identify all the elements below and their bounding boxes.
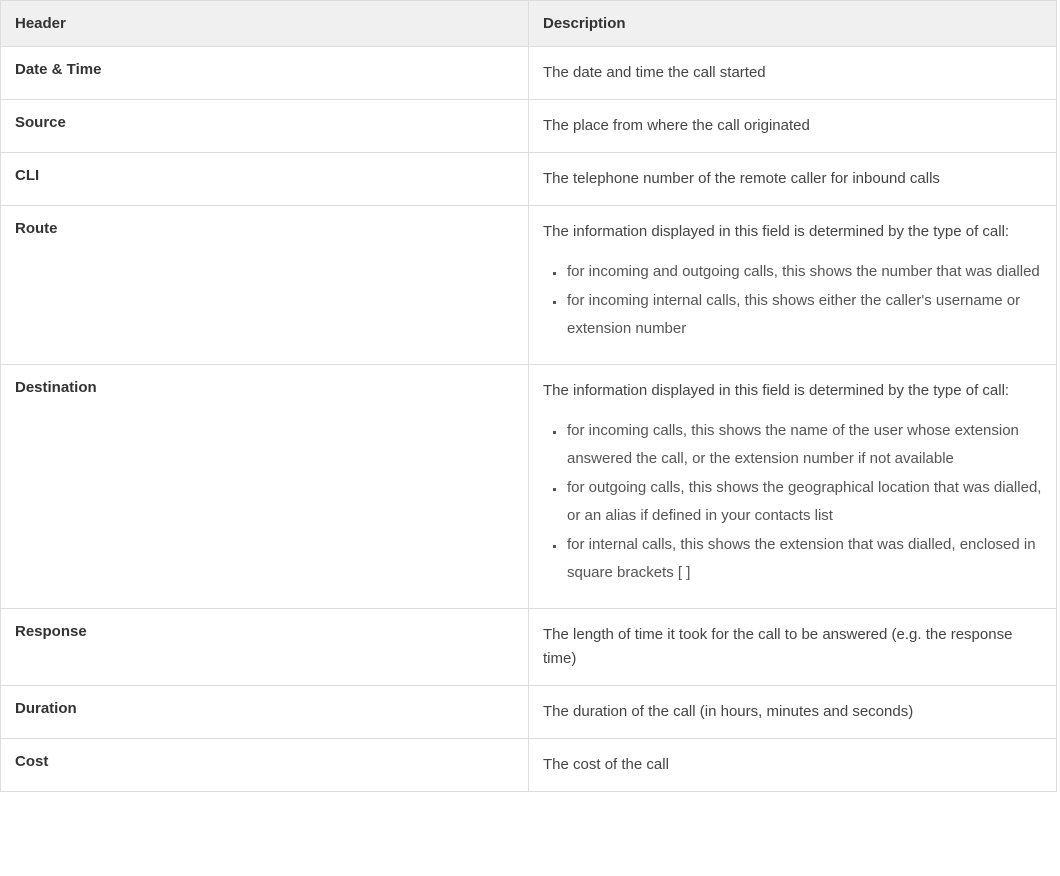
table-row: Destination The information displayed in … [1,364,1057,608]
row-description: The information displayed in this field … [529,364,1057,608]
table-row: Response The length of time it took for t… [1,608,1057,685]
row-description-list: for incoming and outgoing calls, this sh… [543,258,1042,344]
row-description-list-item: for incoming calls, this shows the name … [565,417,1042,474]
row-description: The telephone number of the remote calle… [529,153,1057,206]
table-row: Route The information displayed in this f… [1,206,1057,365]
table-row: Cost The cost of the call [1,738,1057,791]
row-header: CLI [1,153,529,206]
row-description-intro: The information displayed in this field … [543,379,1042,403]
row-description-list: for incoming calls, this shows the name … [543,417,1042,588]
row-description: The information displayed in this field … [529,206,1057,365]
table-header-row: Header Description [1,1,1057,47]
row-description-intro: The cost of the call [543,753,1042,777]
row-description-list-item: for internal calls, this shows the exten… [565,531,1042,588]
table-row: Date & Time The date and time the call st… [1,47,1057,100]
row-description-intro: The date and time the call started [543,61,1042,85]
row-description-list-item: for outgoing calls, this shows the geogr… [565,474,1042,531]
row-header: Route [1,206,529,365]
row-header: Destination [1,364,529,608]
row-description: The duration of the call (in hours, minu… [529,685,1057,738]
row-description: The date and time the call started [529,47,1057,100]
row-description-intro: The place from where the call originated [543,114,1042,138]
table-row: Duration The duration of the call (in hou… [1,685,1057,738]
row-header: Date & Time [1,47,529,100]
row-description-list-item: for incoming and outgoing calls, this sh… [565,258,1042,287]
row-description-intro: The information displayed in this field … [543,220,1042,244]
definitions-table: Header Description Date & Time The date a… [0,0,1057,792]
row-header: Duration [1,685,529,738]
table-row: CLI The telephone number of the remote ca… [1,153,1057,206]
row-description: The cost of the call [529,738,1057,791]
table-row: Source The place from where the call orig… [1,100,1057,153]
row-description: The length of time it took for the call … [529,608,1057,685]
row-header: Cost [1,738,529,791]
row-description: The place from where the call originated [529,100,1057,153]
col-header-name: Header [1,1,529,47]
row-description-intro: The telephone number of the remote calle… [543,167,1042,191]
row-description-intro: The length of time it took for the call … [543,623,1042,671]
row-description-intro: The duration of the call (in hours, minu… [543,700,1042,724]
col-header-description: Description [529,1,1057,47]
row-header: Response [1,608,529,685]
row-description-list-item: for incoming internal calls, this shows … [565,287,1042,344]
row-header: Source [1,100,529,153]
